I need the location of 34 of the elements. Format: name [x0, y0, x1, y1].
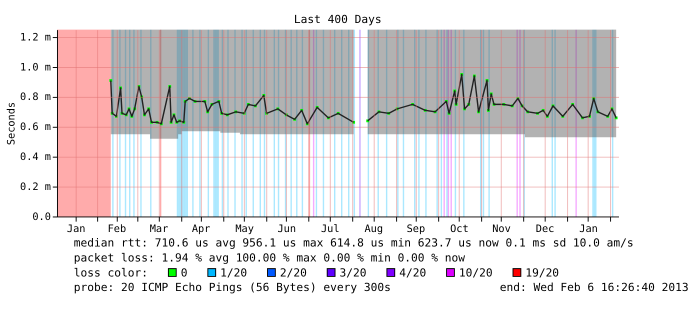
x-tick-label: Nov [492, 222, 511, 235]
x-tick-label: Feb [108, 222, 126, 235]
y-tick-label: 0.4 m [20, 150, 51, 163]
y-tick-label: 0.8 m [20, 91, 51, 104]
x-tick-label: Aug [364, 222, 384, 235]
x-tick-label: Mar [150, 222, 168, 235]
y-tick-label: 1.0 m [20, 61, 51, 74]
legend-label: 3/20 [340, 266, 367, 280]
legend-label: 1/20 [220, 266, 248, 280]
y-tick-label: 0.2 m [20, 180, 51, 193]
y-tick-label: 0.0 [32, 210, 51, 223]
x-tick-label: Sep [406, 222, 426, 235]
legend-title: loss color: [74, 266, 148, 280]
x-tick-label: Jan [66, 222, 86, 235]
x-tick-label: Oct [450, 222, 469, 235]
x-tick-label: Dec [536, 222, 554, 235]
legend-label: 19/20 [525, 266, 560, 280]
y-axis-title: Seconds [5, 102, 18, 146]
x-tick-label: Jul [320, 222, 340, 235]
x-tick-label: Apr [192, 222, 210, 235]
x-tick-label: Jun [277, 222, 296, 235]
chart-title: Last 400 Days [294, 13, 382, 26]
legend-label: 4/20 [399, 266, 426, 280]
x-tick-label: May [235, 222, 254, 235]
text: median rtt: 710.6 us avg 956.1 us max 614.8 us min 623.7 us now 0.1 ms sd 10.0 am/s [74, 236, 634, 250]
text: probe: 20 ICMP Echo Pings (56 Bytes) every 300s [74, 281, 391, 294]
text: packet loss: 1.94 % avg 100.00 % max 0.00 % min 0.00 % now [74, 251, 466, 264]
legend-label: 0 [180, 266, 188, 280]
y-tick-label: 1.2 m [20, 31, 51, 44]
y-tick-label: 0.6 m [20, 121, 51, 134]
text: end: Wed Feb 6 16:26:40 2013 [500, 281, 689, 294]
legend-label: 2/20 [280, 266, 308, 280]
x-tick-label: Jan [579, 222, 598, 235]
legend-label: 10/20 [458, 266, 493, 280]
